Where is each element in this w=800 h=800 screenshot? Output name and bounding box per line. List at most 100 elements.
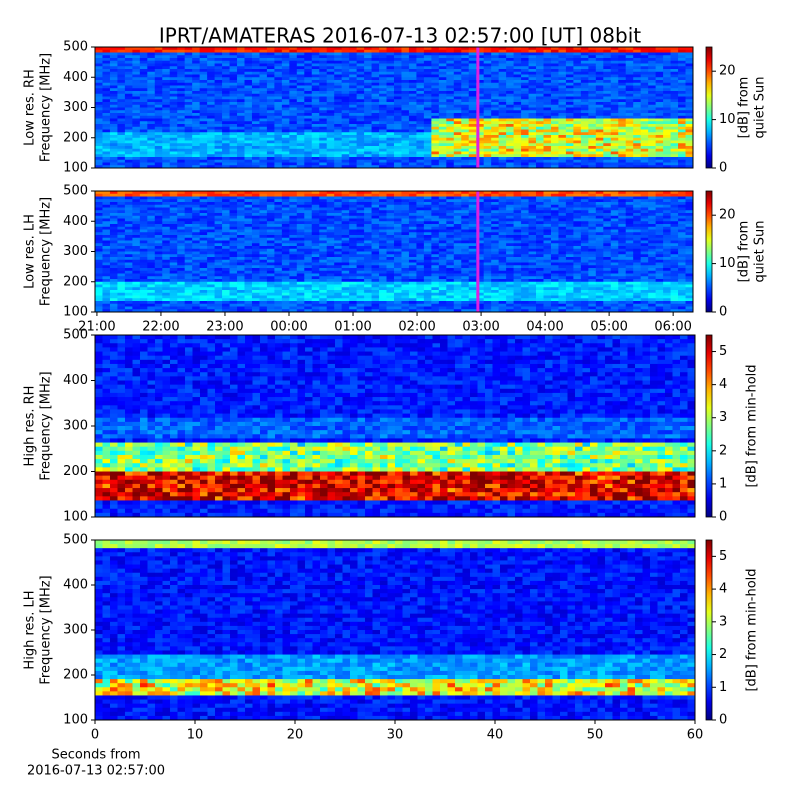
spectrogram-cell bbox=[468, 135, 477, 139]
spectrogram-cell bbox=[341, 99, 350, 103]
spectrogram-cell bbox=[229, 270, 238, 274]
spectrogram-cell bbox=[214, 290, 223, 294]
spectrogram-cell bbox=[394, 52, 402, 56]
spectrogram-cell bbox=[648, 49, 657, 53]
spectrogram-cell bbox=[521, 71, 529, 75]
spectrogram-cell bbox=[356, 113, 365, 117]
spectrogram-cell bbox=[349, 74, 358, 78]
spectrogram-cell bbox=[521, 58, 529, 62]
spectrogram-cell bbox=[334, 126, 343, 130]
spectrogram-cell bbox=[199, 276, 208, 280]
spectrogram-cell bbox=[281, 281, 290, 285]
spectrogram-cell bbox=[558, 154, 567, 158]
spectrogram-cell bbox=[237, 55, 245, 59]
spectrogram-cell bbox=[468, 154, 477, 158]
spectrogram-cell bbox=[251, 218, 260, 222]
spectrogram-cell bbox=[685, 126, 694, 130]
spectrogram-cell bbox=[341, 121, 350, 125]
spectrogram-cell bbox=[513, 154, 522, 158]
spectrogram-cell bbox=[319, 107, 328, 111]
spectrogram-cell bbox=[289, 257, 298, 261]
spectrogram-cell bbox=[319, 115, 328, 119]
spectrogram-cell bbox=[124, 254, 133, 258]
spectrogram-cell bbox=[251, 55, 260, 59]
spectrogram-cell bbox=[192, 257, 201, 261]
spectrogram-cell bbox=[289, 262, 298, 266]
spectrogram-cell bbox=[95, 165, 103, 169]
spectrogram-cell bbox=[580, 115, 589, 119]
spectrogram-cell bbox=[244, 77, 253, 81]
spectrogram-cell bbox=[521, 162, 529, 166]
spectrogram-cell bbox=[341, 148, 350, 152]
spectrogram-cell bbox=[259, 162, 268, 166]
spectrogram-cell bbox=[184, 99, 193, 103]
spectrogram-cell bbox=[603, 49, 612, 53]
spectrogram-cell bbox=[521, 146, 529, 150]
spectrogram-cell bbox=[139, 191, 148, 195]
spectrogram-cell bbox=[446, 93, 455, 97]
spectrogram-cell bbox=[229, 287, 238, 291]
spectrogram-cell bbox=[281, 47, 290, 51]
spectrogram-cell bbox=[625, 121, 634, 125]
spectrogram-cell bbox=[311, 52, 320, 56]
spectrogram-cell bbox=[446, 132, 455, 136]
spectrogram-cell bbox=[139, 159, 148, 163]
spectrogram-cell bbox=[237, 66, 245, 70]
spectrogram-cell bbox=[640, 146, 649, 150]
spectrogram-cell bbox=[371, 49, 380, 53]
spectrogram-cell bbox=[289, 207, 298, 211]
spectrogram-cell bbox=[304, 235, 313, 239]
spectrogram-cell bbox=[326, 270, 335, 274]
spectrogram-cell bbox=[289, 199, 298, 203]
spectrogram-cell bbox=[117, 132, 126, 136]
spectrogram-cell bbox=[162, 148, 171, 152]
spectrogram-cell bbox=[109, 232, 118, 236]
spectrogram-cell bbox=[251, 121, 260, 125]
spectrogram-cell bbox=[431, 69, 440, 73]
spectrogram-cell bbox=[214, 157, 223, 161]
spectrogram-cell bbox=[678, 162, 686, 166]
spectrogram-cell bbox=[109, 273, 118, 277]
spectrogram-cell bbox=[259, 71, 268, 75]
spectrogram-cell bbox=[610, 63, 619, 67]
spectrogram-cell bbox=[109, 132, 118, 136]
spectrogram-cell bbox=[244, 265, 253, 269]
spectrogram-cell bbox=[109, 80, 118, 84]
spectrogram-cell bbox=[476, 49, 485, 53]
spectrogram-cell bbox=[334, 129, 343, 133]
spectrogram-cell bbox=[109, 91, 118, 95]
spectrogram-cell bbox=[498, 99, 507, 103]
spectrogram-cell bbox=[95, 306, 103, 310]
spectrogram-cell bbox=[379, 96, 387, 100]
spectrogram-cell bbox=[296, 226, 305, 230]
spectrogram-cell bbox=[625, 104, 634, 108]
spectrogram-cell bbox=[640, 49, 649, 53]
spectrogram-cell bbox=[536, 104, 544, 108]
spectrogram-cell bbox=[207, 118, 216, 122]
spectrogram-cell bbox=[184, 196, 193, 200]
spectrogram-cell bbox=[476, 110, 485, 114]
spectrogram-cell bbox=[491, 129, 500, 133]
spectrogram-cell bbox=[528, 140, 537, 144]
spectrogram-cell bbox=[169, 270, 178, 274]
spectrogram-cell bbox=[222, 165, 230, 169]
spectrogram-cell bbox=[184, 199, 193, 203]
spectrogram-cell bbox=[95, 265, 103, 269]
spectrogram-cell bbox=[296, 55, 305, 59]
spectrogram-cell bbox=[678, 140, 686, 144]
spectrogram-cell bbox=[237, 229, 245, 233]
spectrogram-cell bbox=[162, 301, 171, 305]
spectrogram-cell bbox=[177, 279, 186, 283]
spectrogram-cell bbox=[229, 303, 238, 307]
spectrogram-cell bbox=[311, 151, 320, 155]
spectrogram-cell bbox=[655, 52, 664, 56]
spectrogram-cell bbox=[117, 279, 126, 283]
spectrogram-cell bbox=[588, 110, 597, 114]
spectrogram-cell bbox=[266, 207, 275, 211]
spectrogram-cell bbox=[296, 102, 305, 106]
spectrogram-cell bbox=[199, 246, 208, 250]
spectrogram-cell bbox=[595, 135, 604, 139]
spectrogram-cell bbox=[281, 202, 290, 206]
spectrogram-cell bbox=[222, 309, 230, 313]
spectrogram-cell bbox=[311, 199, 320, 203]
